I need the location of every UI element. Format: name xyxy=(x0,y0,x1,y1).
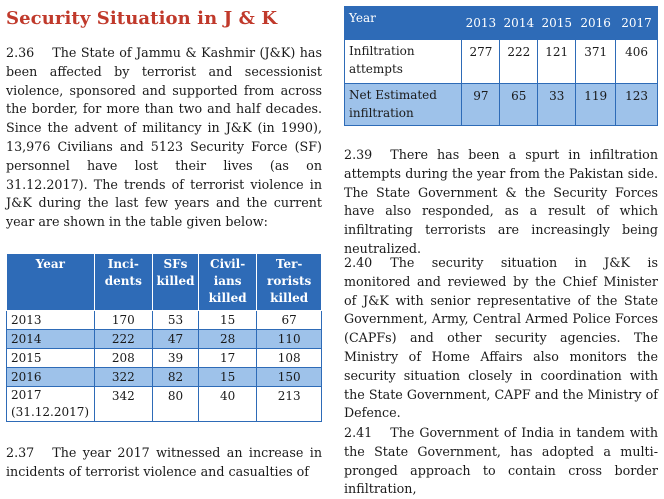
paragraph-text: There has been a spurt in infiltration a… xyxy=(344,147,658,256)
paragraph-text: The security situation in J&K is monitor… xyxy=(344,255,658,421)
header-civilians-killed: Civil-ians killed xyxy=(197,253,258,311)
table-header-row: Year 2013 2014 2015 2016 2017 xyxy=(343,6,658,40)
paragraph-2-41: 2.41 The Government of India in tandem wi… xyxy=(344,424,658,499)
paragraph-2-39: 2.39 There has been a spurt in infiltrati… xyxy=(344,146,658,259)
paragraph-number: 2.39 xyxy=(344,147,373,162)
header-year: Year xyxy=(6,253,95,311)
header-incidents: Inci-dents xyxy=(93,253,154,311)
table-row: 2017 (31.12.2017) 342 80 40 213 xyxy=(6,386,322,422)
header-sfs-killed: SFs killed xyxy=(152,253,199,311)
section-heading: Security Situation in J & K xyxy=(6,8,278,29)
paragraph-2-37: 2.37 The year 2017 witnessed an increase … xyxy=(6,444,322,482)
paragraph-number: 2.40 xyxy=(344,255,373,270)
table-header-row: Year Inci-dents SFs killed Civil-ians kill… xyxy=(6,253,322,311)
infiltration-table: Year 2013 2014 2015 2016 2017 Infiltrati… xyxy=(343,6,658,126)
paragraph-number: 2.41 xyxy=(344,425,373,440)
paragraph-text: The year 2017 witnessed an increase in i… xyxy=(6,445,322,479)
table-row: 2016 322 82 15 150 xyxy=(6,367,322,387)
table-row: 2013 170 53 15 67 xyxy=(6,310,322,330)
table-row: 2014 222 47 28 110 xyxy=(6,329,322,349)
terrorist-violence-table: Year Inci-dents SFs killed Civil-ians kill… xyxy=(6,253,322,422)
table-row: Net Estimated infiltration 97 65 33 119 1… xyxy=(343,83,658,126)
paragraph-number: 2.36 xyxy=(6,45,35,60)
paragraph-number: 2.37 xyxy=(6,445,35,460)
table-row: Infiltration attempts 277 222 121 371 406 xyxy=(343,39,658,84)
paragraph-2-40: 2.40 The security situation in J&K is mon… xyxy=(344,254,658,423)
paragraph-text: The State of Jammu & Kashmir (J&K) has b… xyxy=(6,45,322,230)
paragraph-text: The Government of India in tandem with t… xyxy=(344,425,658,497)
header-terrorists-killed: Ter-rorists killed xyxy=(256,253,322,311)
table-row: 2015 208 39 17 108 xyxy=(6,348,322,368)
paragraph-2-36: 2.36 The State of Jammu & Kashmir (J&K) h… xyxy=(6,44,322,232)
